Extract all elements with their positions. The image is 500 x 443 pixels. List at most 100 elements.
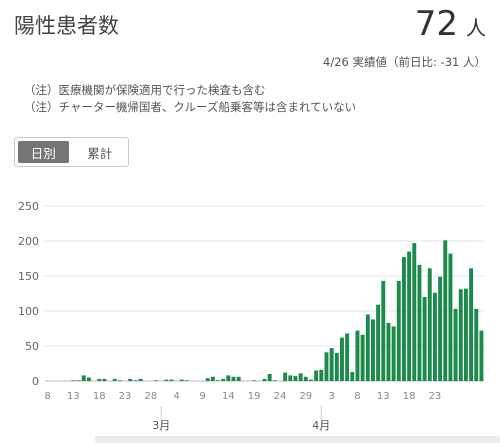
bar-day-71 — [412, 243, 417, 381]
bar-day-50 — [303, 376, 308, 381]
x-tick-label: 4 — [174, 391, 180, 402]
x-tick-label: 19 — [248, 391, 261, 402]
bar-day-78 — [448, 253, 453, 381]
bar-day-7 — [81, 375, 86, 381]
bar-day-10 — [97, 378, 102, 381]
bar-day-59 — [350, 371, 355, 381]
bar-day-68 — [396, 280, 401, 381]
x-tick-label: 18 — [93, 391, 106, 402]
bar-day-57 — [340, 337, 344, 381]
bar-day-8 — [86, 377, 91, 381]
bar-day-84 — [479, 330, 484, 381]
y-tick-label: 100 — [18, 305, 39, 318]
bar-day-33 — [216, 380, 220, 381]
page-title: 陽性患者数 — [14, 14, 119, 38]
toggle-cumulative-button[interactable]: 累計 — [87, 145, 113, 161]
toggle-daily-button[interactable]: 日別 — [18, 141, 69, 163]
y-tick-label: 50 — [25, 340, 39, 353]
bar-day-60 — [355, 330, 360, 381]
bar-day-43 — [267, 374, 272, 381]
bar-day-72 — [417, 264, 422, 381]
y-tick-label: 0 — [32, 375, 39, 388]
bar-day-36 — [231, 376, 236, 381]
bar-day-49 — [298, 373, 303, 381]
bar-day-58 — [345, 333, 350, 381]
x-tick-label: 28 — [145, 391, 158, 402]
positive-count: 72 人 — [415, 4, 486, 44]
bar-day-31 — [205, 378, 210, 381]
x-tick-label: 13 — [377, 391, 390, 402]
bar-day-42 — [262, 378, 267, 381]
view-toggle: 日別 累計 — [14, 137, 129, 167]
x-tick-label: 14 — [222, 391, 235, 402]
bar-day-51 — [309, 379, 313, 381]
month-label: 4月 — [312, 419, 330, 432]
bar-day-67 — [391, 326, 396, 381]
note-charter-cruise: （注）チャーター機帰国者、クルーズ船乗客等は含まれていない — [24, 100, 357, 114]
chart-horizontal-scrollbar[interactable] — [95, 436, 500, 443]
bar-day-83 — [474, 308, 479, 381]
y-tick-label: 250 — [18, 200, 39, 213]
bar-day-14 — [117, 380, 122, 381]
bar-day-77 — [443, 240, 448, 381]
bar-day-44 — [272, 380, 277, 381]
bar-day-37 — [236, 376, 241, 381]
bar-day-65 — [381, 280, 386, 381]
x-tick-label: 3 — [328, 391, 334, 402]
bar-day-73 — [422, 297, 427, 381]
bar-day-76 — [438, 276, 443, 381]
count-unit: 人 — [466, 16, 486, 40]
bar-day-23 — [164, 379, 169, 381]
bar-day-13 — [112, 378, 117, 381]
bar-day-16 — [128, 378, 133, 381]
x-tick-label: 9 — [199, 391, 205, 402]
x-tick-label: 8 — [44, 391, 50, 402]
bar-day-46 — [283, 372, 288, 381]
positive-cases-bar-chart: 0 50 100 150 200 250 8 13 18 23 28 4 9 14 19 24 29 3 8 13 18… — [18, 200, 484, 432]
x-tick-label: 29 — [299, 391, 312, 402]
bar-day-6 — [76, 380, 81, 381]
y-tick-label: 150 — [18, 270, 39, 283]
bar-day-54 — [324, 352, 329, 381]
bar-day-69 — [401, 257, 406, 381]
bar-day-79 — [453, 308, 458, 381]
bar-day-52 — [314, 370, 319, 381]
bar-day-48 — [293, 376, 298, 381]
bar-day-47 — [288, 375, 293, 381]
x-tick-label: 24 — [274, 391, 287, 402]
bar-day-32 — [210, 376, 215, 381]
bar-day-61 — [360, 334, 365, 381]
note-medical-insurance: （注）医療機関が保険適用で行った検査も含む — [24, 83, 266, 97]
bar-day-35 — [226, 375, 231, 381]
bar-day-18 — [138, 378, 143, 381]
bar-day-81 — [463, 288, 468, 381]
month-label: 3月 — [152, 419, 170, 432]
x-tick-label: 23 — [119, 391, 132, 402]
bar-day-5 — [71, 380, 76, 381]
bar-day-55 — [329, 348, 334, 381]
x-tick-label: 13 — [67, 391, 80, 402]
bar-day-17 — [133, 380, 138, 381]
bar-day-27 — [185, 380, 189, 381]
bar-day-66 — [386, 322, 391, 381]
bar-day-11 — [102, 378, 107, 381]
x-tick-label: 8 — [354, 391, 360, 402]
bar-day-64 — [376, 304, 381, 381]
bar-day-75 — [432, 292, 437, 381]
bar-day-74 — [427, 268, 432, 381]
bar-day-80 — [458, 289, 463, 381]
y-tick-label: 200 — [18, 235, 39, 248]
bar-day-82 — [469, 268, 474, 381]
bar-day-24 — [169, 379, 174, 381]
bar-day-21 — [154, 380, 159, 381]
bar-day-56 — [334, 353, 339, 381]
bar-day-70 — [407, 251, 412, 381]
count-value: 72 — [414, 4, 458, 44]
bar-day-53 — [319, 369, 324, 381]
bar-day-62 — [365, 314, 370, 381]
x-tick-label: 18 — [403, 391, 416, 402]
bar-day-63 — [370, 319, 375, 381]
daily-delta-subtitle: 4/26 実績値（前日比: -31 人） — [323, 55, 486, 69]
bar-day-26 — [179, 379, 184, 381]
bar-day-40 — [252, 380, 257, 381]
